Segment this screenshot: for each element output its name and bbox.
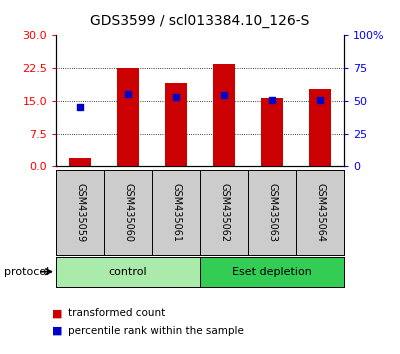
Bar [213, 64, 235, 166]
Text: GSM435060: GSM435060 [123, 183, 133, 242]
Text: ■: ■ [52, 326, 62, 336]
Text: ■: ■ [52, 308, 62, 318]
Text: transformed count: transformed count [68, 308, 165, 318]
Point [221, 92, 227, 98]
Point [125, 92, 131, 97]
Text: Eset depletion: Eset depletion [232, 267, 312, 277]
Bar [261, 98, 283, 166]
Bar [309, 89, 331, 166]
Text: GDS3599 / scl013384.10_126-S: GDS3599 / scl013384.10_126-S [90, 14, 310, 28]
Text: percentile rank within the sample: percentile rank within the sample [68, 326, 244, 336]
Point [173, 94, 179, 99]
Text: control: control [109, 267, 147, 277]
Point [317, 97, 323, 103]
Bar [165, 84, 187, 166]
Text: GSM435061: GSM435061 [171, 183, 181, 242]
Text: GSM435059: GSM435059 [75, 183, 85, 242]
Text: GSM435064: GSM435064 [315, 183, 325, 242]
Text: GSM435062: GSM435062 [219, 183, 229, 242]
Text: protocol: protocol [4, 267, 49, 277]
Text: GSM435063: GSM435063 [267, 183, 277, 242]
Bar [69, 158, 91, 166]
Bar [117, 68, 139, 166]
Point [269, 97, 275, 102]
Point [77, 105, 83, 110]
